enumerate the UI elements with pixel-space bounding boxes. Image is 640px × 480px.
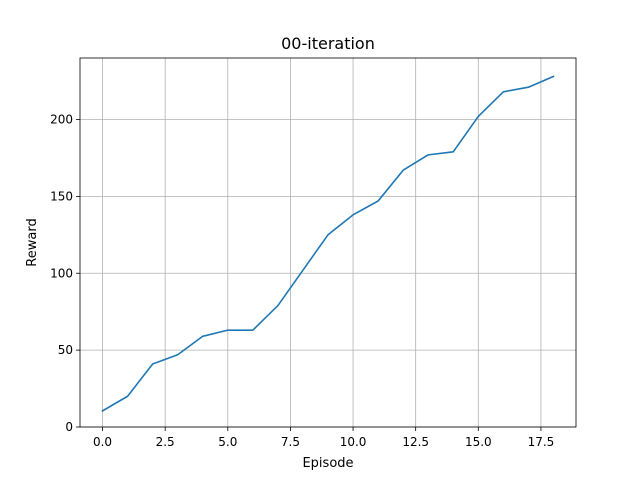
y-axis-label: Reward [25,218,40,266]
x-tick-label: 2.5 [156,435,175,449]
axis-ticks: 0.0 2.5 5.0 7.5 10.0 12.5 15.0 17.5 0 50 100 150 200 [50,113,554,450]
x-tick-label: 17.5 [528,435,555,449]
plot-frame [79,57,577,428]
x-tick-label: 7.5 [281,435,300,449]
x-axis-label: Episode [302,456,353,471]
x-tick-label: 5.0 [218,435,237,449]
grid-lines [80,58,576,428]
x-tick-label: 0.0 [93,435,112,449]
y-tick-label: 0 [65,420,73,434]
x-tick-label: 12.5 [402,435,429,449]
x-tick-label: 10.0 [340,435,367,449]
y-tick-label: 100 [50,266,73,280]
x-tick-label: 15.0 [465,435,492,449]
y-tick-label: 150 [50,189,73,203]
reward-series-line [101,75,555,412]
series-layer [101,75,555,412]
y-tick-label: 50 [58,343,73,357]
chart-title: 00-iteration [281,34,375,53]
y-tick-label: 200 [50,113,73,127]
